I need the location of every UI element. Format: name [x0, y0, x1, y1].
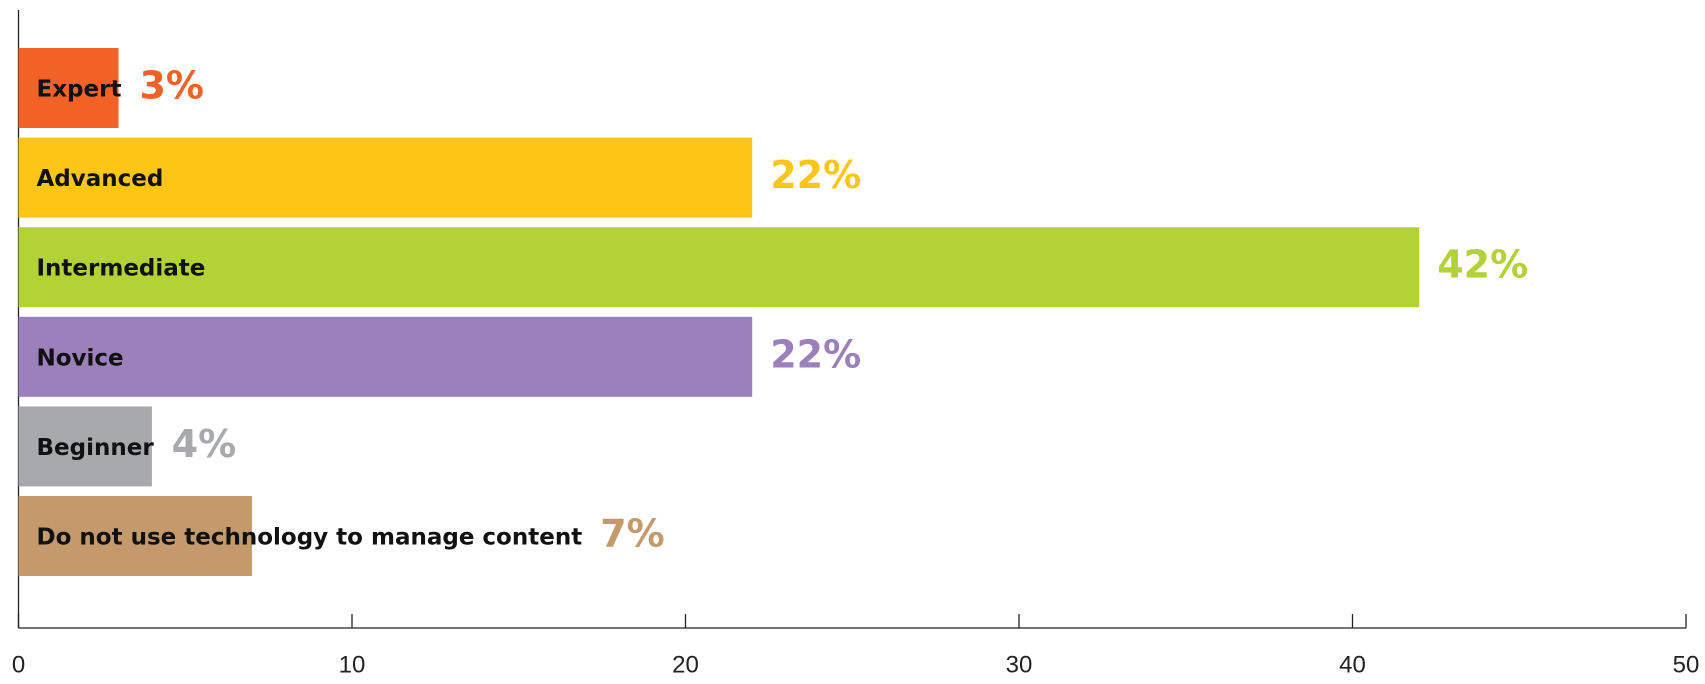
value-label: 3% [139, 64, 204, 108]
bar [18, 496, 252, 576]
value-label: 22% [770, 153, 861, 197]
bar [18, 48, 119, 128]
bar [18, 137, 753, 218]
category-label: Novice [37, 345, 124, 371]
value-label: 22% [770, 332, 861, 376]
bar [18, 227, 1420, 308]
x-tick-label: 40 [1339, 651, 1366, 678]
category-label: Advanced [37, 166, 164, 192]
category-label: Beginner [37, 435, 155, 461]
x-tick-label: 20 [672, 651, 699, 678]
category-label: Intermediate [37, 256, 206, 282]
bar [18, 316, 753, 397]
x-tick-label: 30 [1006, 651, 1033, 678]
value-label: 7% [600, 512, 665, 556]
value-label: 4% [172, 422, 237, 466]
x-tick-label: 10 [339, 651, 366, 678]
value-label: 42% [1437, 243, 1528, 287]
category-label: Do not use technology to manage content [37, 525, 583, 551]
x-tick-label: 50 [1673, 651, 1700, 678]
bar [18, 406, 152, 487]
category-label: Expert [37, 77, 122, 103]
x-tick-label: 0 [12, 651, 25, 678]
